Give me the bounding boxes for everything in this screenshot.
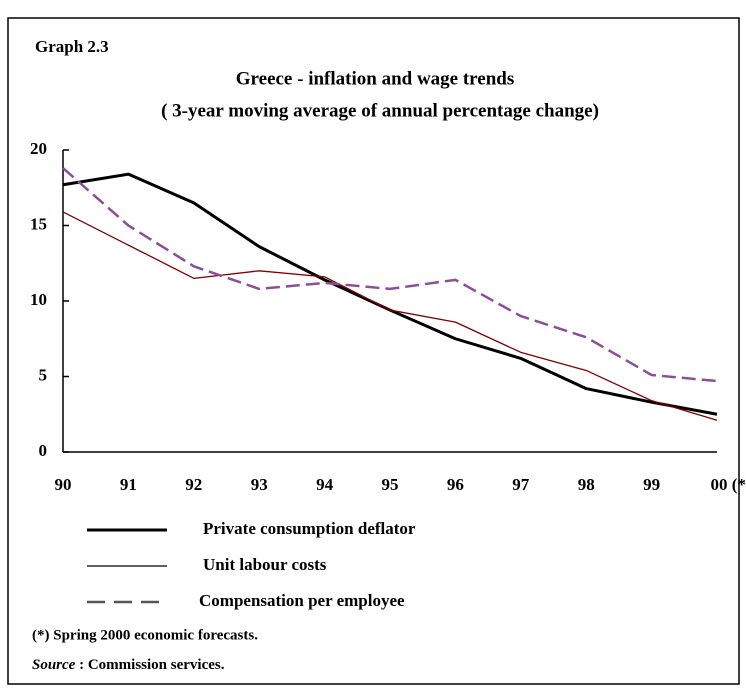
source-note: Source : Commission services. [32, 657, 225, 673]
graph-label: Graph 2.3 [35, 37, 109, 56]
x-tick-label: 94 [316, 475, 334, 494]
series-line [62, 211, 718, 421]
y-tick-label: 20 [30, 139, 47, 158]
source-text: : Commission services. [75, 657, 224, 673]
x-tick-label: 96 [447, 475, 464, 494]
legend-label: Private consumption deflator [203, 519, 416, 538]
y-tick-label: 5 [39, 365, 48, 384]
chart-title: Greece - inflation and wage trends [236, 68, 514, 89]
chart-subtitle: ( 3-year moving average of annual percen… [161, 100, 599, 121]
x-tick-label: 90 [55, 475, 72, 494]
series-line [62, 167, 718, 383]
series-line [62, 172, 718, 416]
frame [7, 17, 740, 685]
legend-label: Compensation per employee [199, 591, 405, 610]
y-tick-label: 0 [39, 441, 48, 460]
source-label: Source [32, 657, 76, 673]
y-tick-label: 15 [30, 214, 47, 233]
y-tick-label: 10 [30, 290, 47, 309]
footnote: (*) Spring 2000 economic forecasts. [32, 627, 258, 643]
x-tick-label: 98 [578, 475, 595, 494]
x-tick-label: 93 [251, 475, 268, 494]
x-tick-label: 95 [382, 475, 399, 494]
x-tick-label: 97 [512, 475, 530, 494]
x-tick-label: 92 [185, 475, 202, 494]
legend-label: Unit labour costs [203, 555, 327, 574]
x-tick-label: 91 [120, 475, 137, 494]
x-tick-label: 00 (*) [710, 475, 746, 494]
x-tick-label: 99 [643, 475, 660, 494]
